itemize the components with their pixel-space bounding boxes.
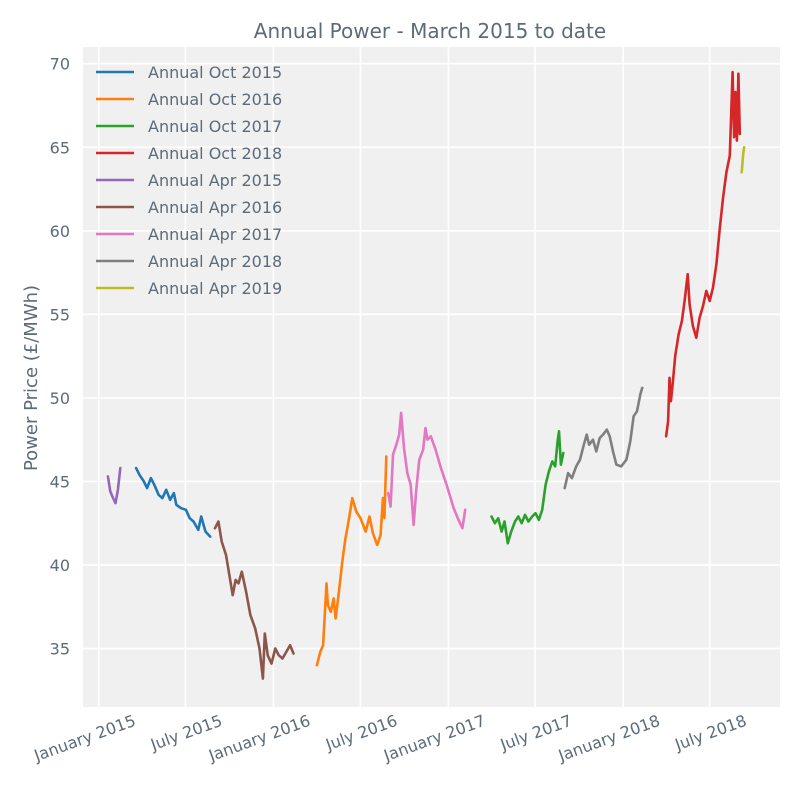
legend-item: Annual Apr 2015 <box>96 171 282 190</box>
y-tick-labels: 35 40 45 50 55 60 65 70 <box>50 55 70 659</box>
legend-label: Annual Apr 2019 <box>148 279 282 298</box>
legend-item: Annual Oct 2017 <box>96 117 282 136</box>
series-line <box>213 520 295 680</box>
series-annual-oct-2015 <box>134 466 212 538</box>
legend-item: Annual Oct 2018 <box>96 144 282 163</box>
legend-label: Annual Oct 2016 <box>148 90 282 109</box>
series-annual-apr-2016 <box>213 520 295 680</box>
series-line <box>664 70 742 438</box>
y-tick-label: 50 <box>50 389 70 408</box>
y-tick-label: 40 <box>50 556 70 575</box>
series-line <box>563 386 644 490</box>
series-annual-apr-2015 <box>106 466 122 505</box>
chart-title: Annual Power - March 2015 to date <box>254 19 606 43</box>
legend-label: Annual Apr 2018 <box>148 252 282 271</box>
y-tick-label: 65 <box>50 138 70 157</box>
y-tick-label: 35 <box>50 640 70 659</box>
legend-item: Annual Apr 2019 <box>96 279 282 298</box>
y-tick-label: 60 <box>50 222 70 241</box>
y-axis-label: Power Price (£/MWh) <box>21 285 42 471</box>
legend-item: Annual Oct 2015 <box>96 63 282 82</box>
legend-label: Annual Oct 2015 <box>148 63 282 82</box>
series-annual-apr-2019 <box>740 146 746 174</box>
series-line <box>740 146 746 174</box>
legend-label: Annual Apr 2015 <box>148 171 282 190</box>
series-annual-oct-2018 <box>664 70 742 438</box>
y-tick-label: 45 <box>50 472 70 491</box>
legend-label: Annual Oct 2018 <box>148 144 282 163</box>
series-line <box>134 466 212 538</box>
legend-item: Annual Oct 2016 <box>96 90 282 109</box>
y-tick-label: 70 <box>50 55 70 74</box>
series-annual-apr-2018 <box>563 386 644 490</box>
series-line <box>106 466 122 505</box>
legend: Annual Oct 2015 Annual Oct 2016 Annual Oct… <box>96 63 282 298</box>
plot-area <box>83 47 780 707</box>
y-gridlines <box>83 62 780 650</box>
x-gridlines <box>97 47 711 707</box>
legend-label: Annual Apr 2016 <box>148 198 282 217</box>
series-line <box>490 429 565 545</box>
series-annual-oct-2017 <box>490 429 565 545</box>
legend-label: Annual Oct 2017 <box>148 117 282 136</box>
series-annual-oct-2016 <box>315 455 388 667</box>
series-line <box>315 455 388 667</box>
series-annual-apr-2017 <box>386 411 467 530</box>
series-layer <box>106 70 746 680</box>
y-tick-label: 55 <box>50 305 70 324</box>
legend-item: Annual Apr 2017 <box>96 225 282 244</box>
series-line <box>386 411 467 530</box>
legend-label: Annual Apr 2017 <box>148 225 282 244</box>
legend-item: Annual Apr 2016 <box>96 198 282 217</box>
legend-item: Annual Apr 2018 <box>96 252 282 271</box>
